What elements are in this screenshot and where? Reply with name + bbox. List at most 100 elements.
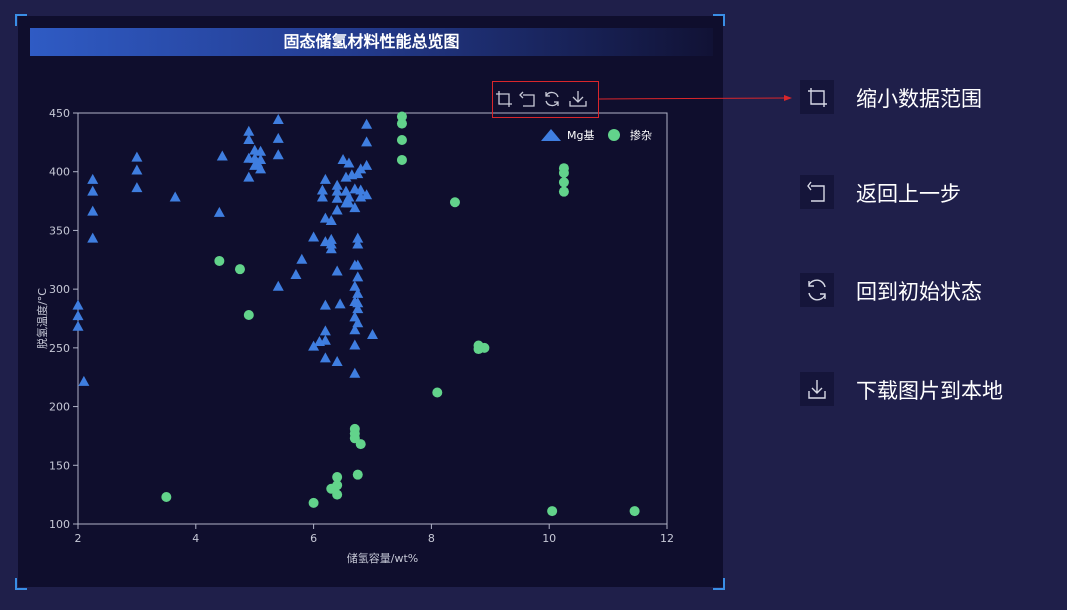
doped-point[interactable] [332, 480, 343, 491]
doped-point[interactable] [396, 154, 407, 165]
doped-point[interactable] [629, 506, 640, 517]
doped-point[interactable] [308, 497, 319, 508]
doped-point[interactable] [355, 439, 366, 450]
mg-point[interactable] [316, 184, 328, 195]
mg-point[interactable] [87, 232, 99, 243]
y-tick-label: 150 [49, 459, 70, 472]
mg-point[interactable] [243, 134, 255, 145]
mg-point[interactable] [334, 298, 346, 309]
doped-point[interactable] [558, 177, 569, 188]
legend-triangle-marker [541, 129, 561, 141]
mg-point[interactable] [331, 265, 343, 276]
mg-point[interactable] [72, 299, 84, 310]
legend-label-doped[interactable]: 掺杂 [630, 129, 652, 142]
mg-point[interactable] [349, 324, 361, 335]
refresh-icon[interactable] [543, 90, 561, 108]
mg-point[interactable] [352, 287, 364, 298]
mg-point[interactable] [243, 125, 255, 136]
mg-point[interactable] [272, 132, 284, 143]
mg-point[interactable] [243, 171, 255, 182]
mg-point[interactable] [349, 202, 361, 213]
mg-point[interactable] [290, 269, 302, 280]
legend-label-mg[interactable]: Mg基 [567, 129, 595, 142]
mg-point[interactable] [72, 320, 84, 331]
mg-point[interactable] [352, 317, 364, 328]
doped-point[interactable] [432, 387, 443, 398]
mg-point[interactable] [316, 191, 328, 202]
mg-point[interactable] [349, 367, 361, 378]
mg-point[interactable] [255, 145, 267, 156]
mg-point[interactable] [331, 185, 343, 196]
doped-point[interactable] [396, 135, 407, 146]
doped-point[interactable] [396, 118, 407, 129]
y-tick-label: 350 [49, 224, 70, 237]
mg-point[interactable] [367, 328, 378, 339]
mg-point[interactable] [361, 159, 373, 170]
mg-point[interactable] [308, 231, 320, 242]
mg-point[interactable] [87, 205, 99, 216]
mg-point[interactable] [325, 215, 337, 226]
doped-point[interactable] [479, 342, 490, 353]
mg-point[interactable] [131, 151, 143, 162]
mg-point[interactable] [319, 334, 331, 345]
mg-point[interactable] [325, 243, 337, 254]
mg-point[interactable] [78, 375, 90, 386]
mg-point[interactable] [169, 191, 181, 202]
mg-point[interactable] [255, 153, 267, 164]
doped-point[interactable] [243, 309, 254, 320]
doped-point[interactable] [558, 186, 569, 197]
mg-point[interactable] [361, 189, 373, 200]
mg-point[interactable] [337, 153, 349, 164]
mg-point[interactable] [255, 163, 267, 174]
mg-point[interactable] [319, 352, 331, 363]
mg-point[interactable] [272, 280, 284, 291]
mg-point[interactable] [331, 192, 343, 203]
mg-point[interactable] [352, 303, 364, 314]
download-icon[interactable] [569, 90, 587, 108]
doped-point[interactable] [547, 506, 558, 517]
mg-point[interactable] [355, 163, 367, 174]
mg-point[interactable] [361, 136, 373, 147]
mg-point[interactable] [72, 310, 84, 321]
mg-point[interactable] [308, 340, 320, 351]
mg-point[interactable] [213, 206, 225, 217]
mg-point[interactable] [355, 184, 367, 195]
mg-point[interactable] [87, 185, 99, 196]
doped-point[interactable] [234, 264, 245, 275]
doped-point[interactable] [161, 491, 172, 502]
mg-point[interactable] [216, 150, 228, 161]
doped-point[interactable] [332, 472, 343, 483]
mg-point[interactable] [343, 191, 355, 202]
mg-point[interactable] [349, 339, 361, 350]
mg-point[interactable] [331, 179, 343, 190]
mg-point[interactable] [352, 232, 364, 243]
mg-point[interactable] [352, 259, 364, 270]
mg-point[interactable] [272, 149, 284, 160]
mg-point[interactable] [361, 118, 373, 129]
doped-point[interactable] [396, 111, 407, 122]
mg-point[interactable] [352, 238, 364, 249]
doped-point[interactable] [449, 197, 460, 208]
mg-point[interactable] [319, 325, 331, 336]
undo-icon[interactable] [519, 90, 537, 108]
mg-point[interactable] [319, 173, 331, 184]
mg-point[interactable] [87, 173, 99, 184]
zoom-rect-icon[interactable] [495, 90, 513, 108]
mg-point[interactable] [296, 253, 308, 264]
mg-point[interactable] [319, 299, 331, 310]
mg-point[interactable] [131, 182, 143, 193]
mg-point[interactable] [331, 355, 343, 366]
mg-point[interactable] [352, 271, 364, 282]
mg-point[interactable] [343, 157, 355, 168]
doped-point[interactable] [558, 167, 569, 178]
mg-point[interactable] [352, 297, 364, 308]
doped-point[interactable] [332, 489, 343, 500]
mg-point[interactable] [319, 212, 331, 223]
doped-point[interactable] [214, 255, 225, 266]
mg-point[interactable] [131, 164, 143, 175]
mg-point[interactable] [272, 114, 284, 125]
mg-point[interactable] [331, 204, 343, 215]
doped-point[interactable] [352, 469, 363, 480]
mg-point[interactable] [343, 197, 355, 208]
